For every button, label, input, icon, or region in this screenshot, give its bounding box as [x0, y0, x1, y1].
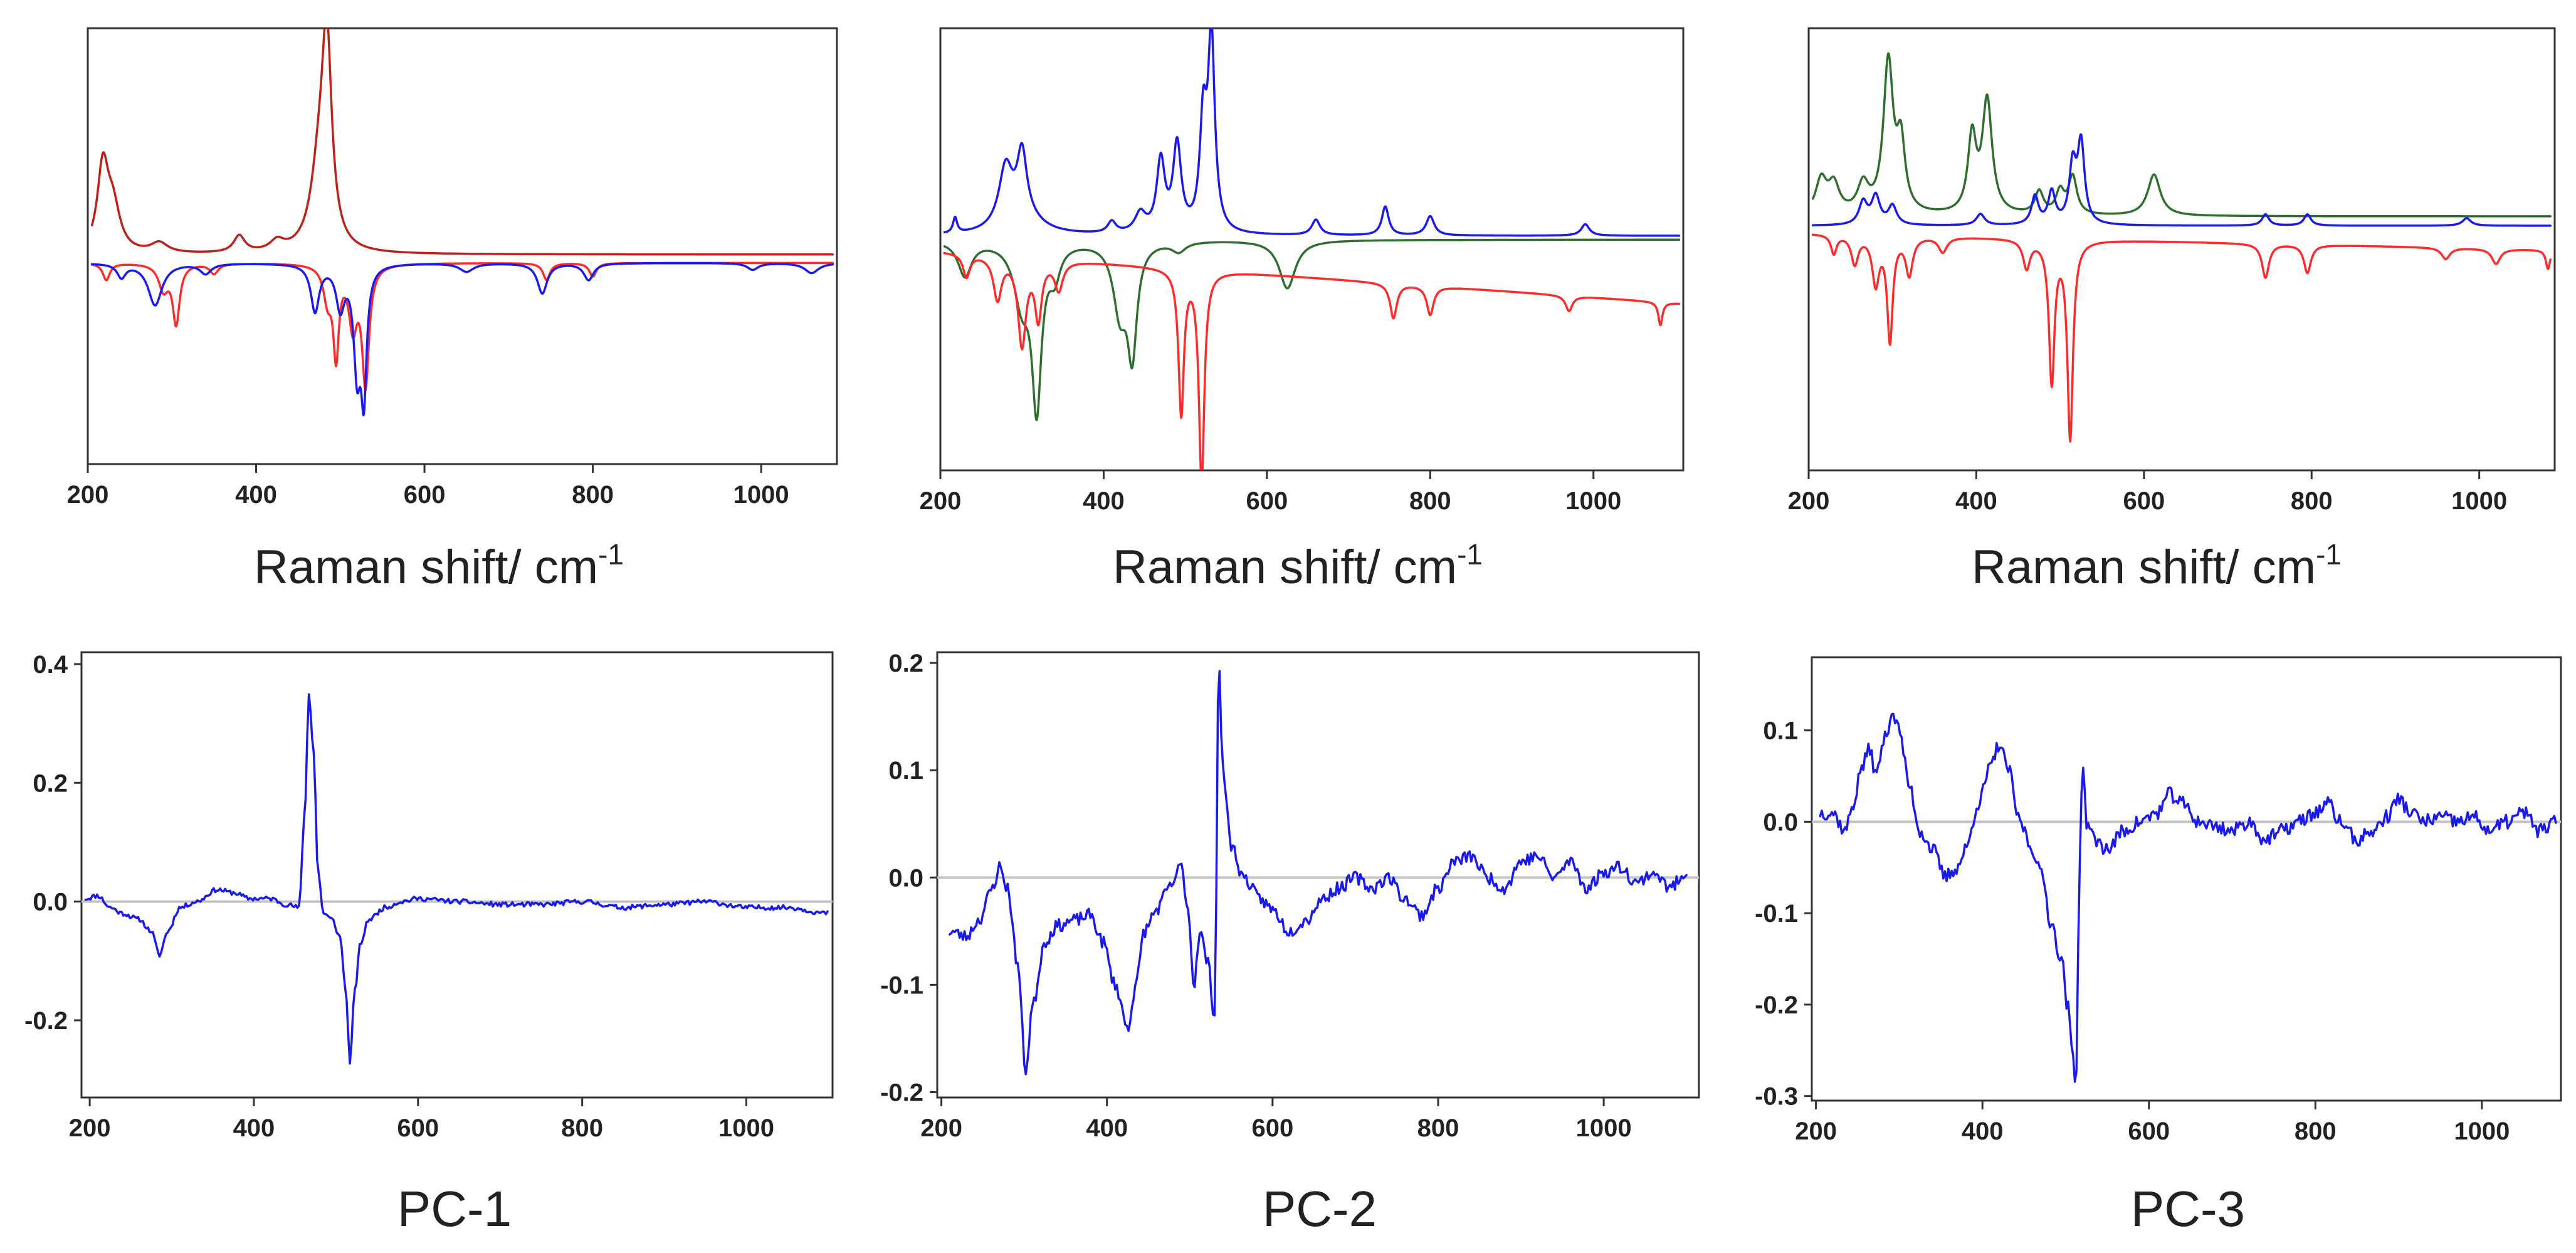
x-tick-label: 800 [1417, 1114, 1459, 1142]
y-tick-label: -0.1 [1755, 900, 1798, 928]
chart-raman-2: 200 400 600 800 1000 Raman shift/ cm-1 [920, 27, 1685, 594]
x-tick-label: 200 [67, 481, 109, 509]
chart-pc-3: 200 400 600 800 1000 0.1 0.0 -0.1 -0.2 -0.3 PC-3 [1755, 656, 2562, 1237]
plot-frame [939, 27, 1685, 472]
y-tick-label: -0.2 [24, 1007, 68, 1035]
x-tick-label: 800 [2291, 487, 2333, 515]
series-pc-1-loading [84, 693, 829, 1065]
y-tick-label: 0.1 [888, 757, 923, 785]
panel-label: PC-3 [2131, 1181, 2245, 1237]
chart-pc-1: 200 400 600 800 1000 0.4 0.2 0.0 -0.2 PC-1 [24, 651, 834, 1237]
x-tick-label: 200 [920, 487, 962, 515]
x-tick-label: 600 [2123, 487, 2165, 515]
x-tick-label: 1000 [718, 1114, 774, 1142]
plot-frame [1811, 656, 2562, 1102]
series-spectrum-red [1811, 233, 2552, 443]
series-pc-2-loading [949, 670, 1688, 1076]
panel-label: PC-2 [1263, 1181, 1377, 1237]
x-tick-label: 1000 [2451, 487, 2507, 515]
x-tick-label: 400 [1086, 1114, 1128, 1142]
x-axis-label: Raman shift/ cm-1 [1113, 538, 1483, 594]
chart-pc-2: 200 400 600 800 1000 0.2 0.1 0.0 -0.1 -0.2 PC-2 [880, 650, 1700, 1237]
plot-frame [87, 27, 838, 465]
series-spectrum-red [90, 262, 834, 391]
x-tick-label: 800 [561, 1114, 603, 1142]
series-spectrum-dark-red [90, 29, 834, 256]
x-tick-label: 600 [1246, 487, 1288, 515]
y-tick-label: -0.1 [880, 971, 923, 999]
chart-raman-1: 200 400 600 800 1000 Raman shift/ cm-1 [67, 27, 838, 594]
x-tick-label: 200 [1788, 487, 1830, 515]
x-tick-label: 1000 [1576, 1114, 1632, 1142]
plot-frame [936, 651, 1700, 1099]
x-tick-label: 400 [233, 1114, 275, 1142]
x-tick-label: 600 [397, 1114, 439, 1142]
x-tick-label: 800 [2295, 1118, 2337, 1145]
x-tick-label: 800 [572, 481, 614, 509]
chart-raman-3: 200 400 600 800 1000 Raman shift/ cm-1 [1788, 27, 2556, 594]
x-axis-label: Raman shift/ cm-1 [254, 538, 624, 594]
x-tick-label: 400 [235, 481, 277, 509]
x-tick-label: 200 [920, 1114, 962, 1142]
x-tick-label: 200 [1795, 1118, 1837, 1145]
y-tick-label: 0.2 [888, 650, 923, 677]
x-axis-label: Raman shift/ cm-1 [1972, 538, 2342, 594]
plot-frame [80, 651, 834, 1099]
y-tick-label: 0.0 [33, 889, 68, 916]
x-tick-label: 1000 [1565, 487, 1621, 515]
plot-frame [1807, 27, 2556, 472]
y-tick-label: 0.1 [1763, 717, 1798, 745]
x-tick-label: 1000 [733, 481, 789, 509]
x-tick-label: 800 [1409, 487, 1451, 515]
y-tick-label: 0.2 [33, 769, 68, 797]
x-tick-label: 400 [1083, 487, 1125, 515]
series-pc-3-loading [1819, 712, 2557, 1083]
series-spectrum-green [1811, 52, 2552, 218]
x-tick-label: 600 [1251, 1114, 1293, 1142]
x-tick-label: 600 [2128, 1118, 2170, 1145]
series-spectrum-green [943, 238, 1681, 421]
series-spectrum-blue [943, 29, 1681, 237]
x-tick-label: 600 [404, 481, 446, 509]
y-tick-label: -0.3 [1755, 1083, 1798, 1111]
y-tick-label: 0.0 [888, 864, 923, 892]
y-tick-label: -0.2 [880, 1079, 923, 1106]
x-tick-label: 400 [1962, 1118, 2004, 1145]
series-spectrum-blue [1811, 133, 2552, 227]
panel-label: PC-1 [397, 1181, 512, 1237]
y-tick-label: -0.2 [1755, 991, 1798, 1019]
y-tick-label: 0.4 [33, 651, 68, 679]
x-tick-label: 400 [1955, 487, 1997, 515]
series-spectrum-red [943, 251, 1681, 470]
y-tick-label: 0.0 [1763, 808, 1798, 836]
x-tick-label: 200 [69, 1114, 111, 1142]
series-spectrum-blue [90, 262, 834, 416]
x-tick-label: 1000 [2454, 1118, 2510, 1145]
